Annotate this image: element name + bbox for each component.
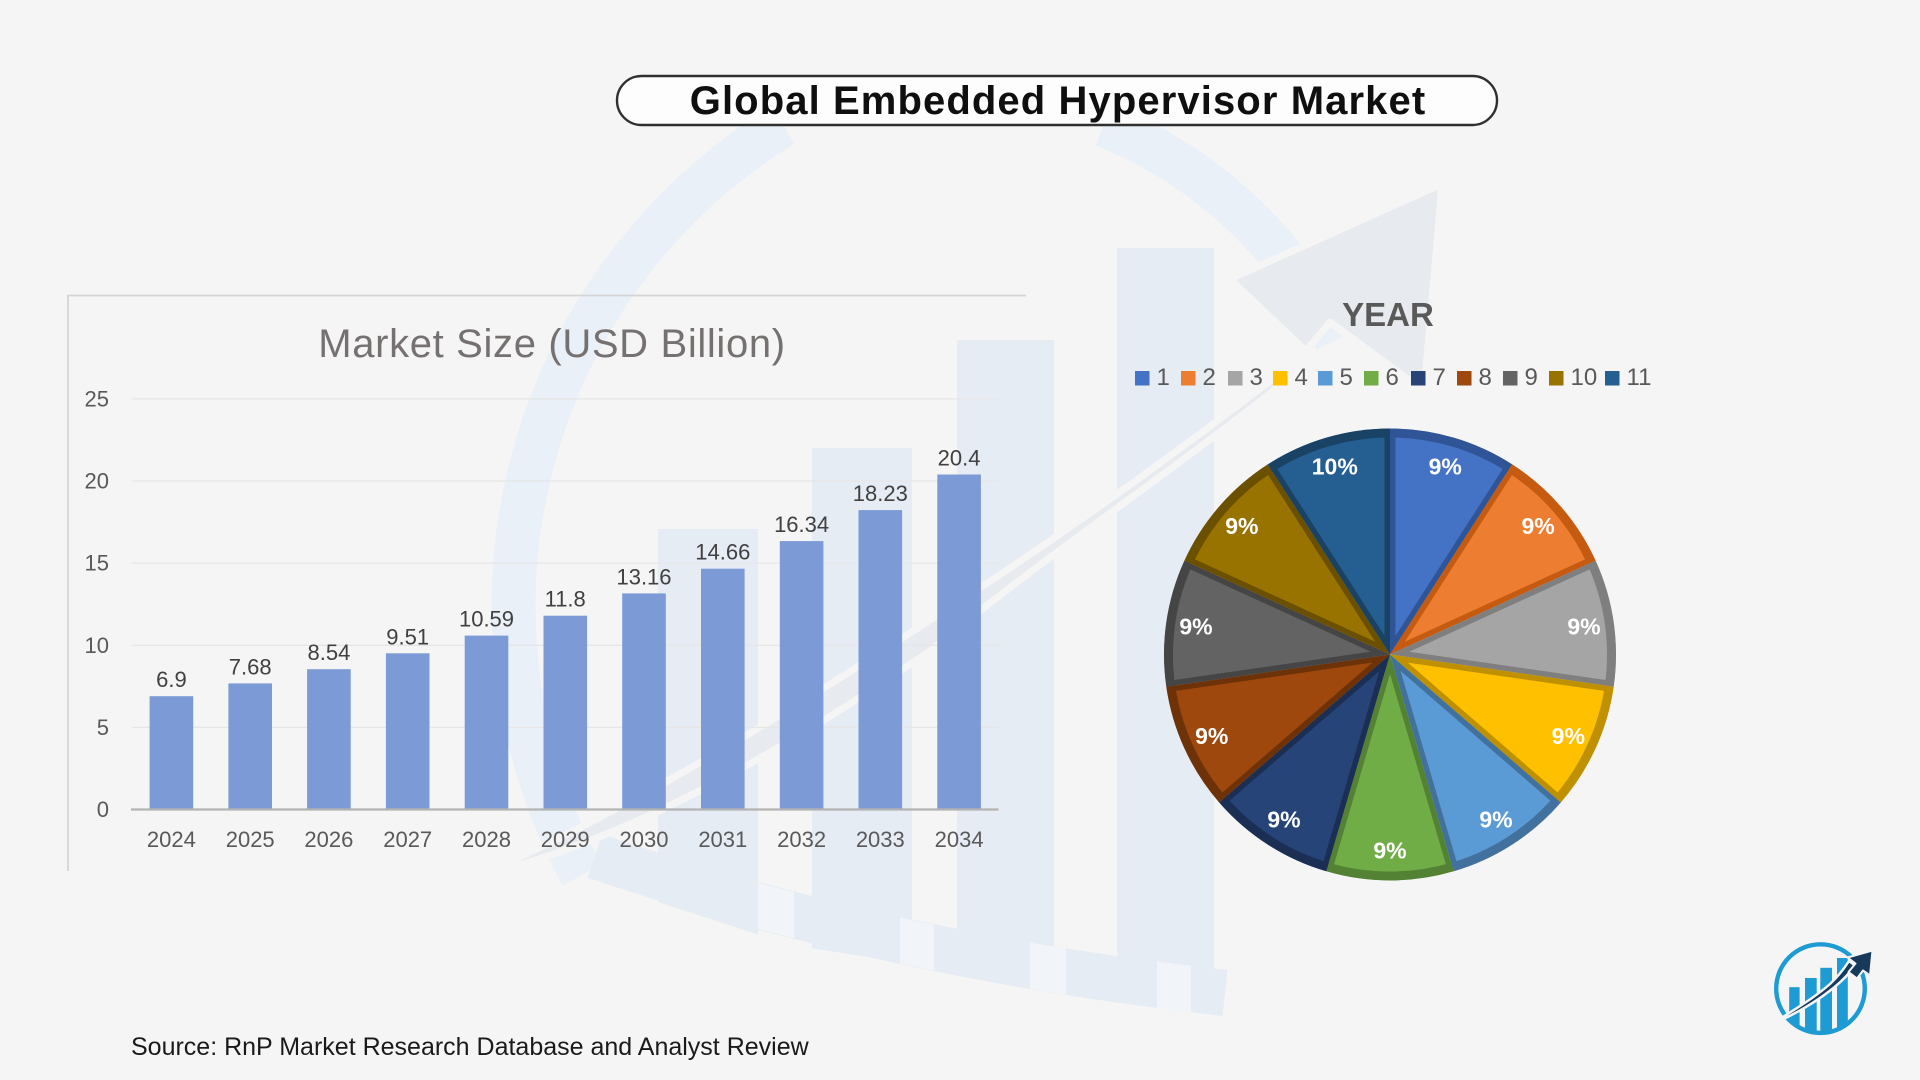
svg-text:3: 3 (1250, 364, 1263, 391)
svg-text:2029: 2029 (541, 827, 590, 852)
svg-text:9%: 9% (1179, 614, 1212, 640)
svg-text:2030: 2030 (620, 827, 669, 852)
svg-text:10%: 10% (1312, 453, 1358, 479)
svg-text:YEAR: YEAR (1342, 296, 1434, 333)
svg-text:9%: 9% (1552, 723, 1585, 749)
svg-text:16.34: 16.34 (774, 512, 829, 537)
svg-text:6.9: 6.9 (156, 667, 187, 692)
svg-text:10: 10 (85, 633, 109, 658)
svg-text:20.4: 20.4 (938, 446, 981, 471)
svg-text:2031: 2031 (698, 827, 747, 852)
svg-text:9%: 9% (1479, 806, 1512, 832)
svg-text:9%: 9% (1267, 806, 1300, 832)
svg-text:10.59: 10.59 (459, 607, 514, 632)
svg-text:5: 5 (97, 715, 109, 740)
svg-text:2024: 2024 (147, 827, 196, 852)
svg-text:9: 9 (1525, 364, 1538, 391)
svg-text:9%: 9% (1429, 453, 1462, 479)
svg-text:18.23: 18.23 (853, 481, 908, 506)
svg-text:8: 8 (1479, 364, 1492, 391)
svg-text:4: 4 (1295, 364, 1308, 391)
svg-text:5: 5 (1340, 364, 1353, 391)
svg-text:9%: 9% (1567, 614, 1600, 640)
svg-text:13.16: 13.16 (616, 564, 671, 589)
svg-text:11.8: 11.8 (545, 587, 586, 612)
svg-text:1: 1 (1157, 364, 1170, 391)
svg-text:7: 7 (1433, 364, 1446, 391)
svg-text:2034: 2034 (935, 827, 984, 852)
svg-text:9%: 9% (1225, 513, 1258, 539)
svg-text:2: 2 (1203, 364, 1216, 391)
svg-text:20: 20 (85, 469, 109, 494)
svg-text:15: 15 (85, 551, 109, 576)
svg-text:9%: 9% (1195, 723, 1228, 749)
svg-text:2025: 2025 (226, 827, 275, 852)
svg-text:9%: 9% (1373, 838, 1406, 864)
svg-text:Source: RnP Market Research Da: Source: RnP Market Research Database and… (131, 1033, 810, 1061)
svg-text:Global Embedded Hypervisor Mar: Global Embedded Hypervisor Market (690, 79, 1427, 123)
svg-text:7.68: 7.68 (229, 654, 272, 679)
svg-text:2028: 2028 (462, 827, 511, 852)
svg-text:25: 25 (85, 386, 109, 411)
svg-text:9.51: 9.51 (386, 624, 429, 649)
svg-text:0: 0 (97, 797, 109, 822)
svg-text:2026: 2026 (304, 827, 353, 852)
svg-text:14.66: 14.66 (695, 540, 750, 565)
svg-text:11: 11 (1627, 364, 1652, 391)
svg-text:Market Size (USD Billion): Market Size (USD Billion) (318, 322, 785, 366)
svg-text:2027: 2027 (383, 827, 432, 852)
svg-text:6: 6 (1386, 364, 1399, 391)
svg-text:2032: 2032 (777, 827, 826, 852)
svg-text:2033: 2033 (856, 827, 905, 852)
svg-text:8.54: 8.54 (307, 640, 350, 665)
svg-text:9%: 9% (1521, 513, 1554, 539)
svg-text:10: 10 (1571, 364, 1598, 391)
